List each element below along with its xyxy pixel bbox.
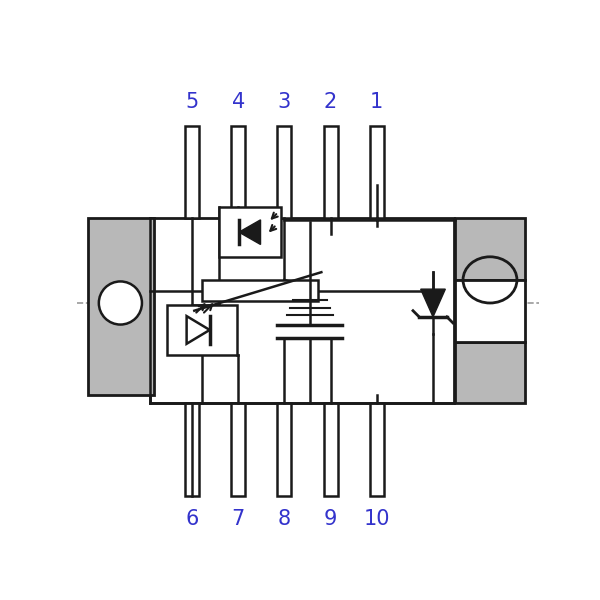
Bar <box>370 126 384 218</box>
Bar <box>202 280 317 301</box>
Polygon shape <box>239 220 260 244</box>
Bar <box>167 305 236 355</box>
Bar <box>455 341 524 403</box>
Circle shape <box>99 281 142 325</box>
Bar <box>370 403 384 496</box>
Bar <box>185 403 199 496</box>
Bar <box>455 280 524 341</box>
Bar <box>88 218 154 395</box>
Bar <box>219 207 281 257</box>
Bar <box>323 126 338 218</box>
Text: 4: 4 <box>232 92 245 112</box>
Text: 6: 6 <box>185 509 199 529</box>
Bar <box>455 218 524 280</box>
Text: 10: 10 <box>364 509 390 529</box>
Text: 1: 1 <box>370 92 383 112</box>
Text: 8: 8 <box>278 509 291 529</box>
Bar <box>323 403 338 496</box>
Text: 9: 9 <box>324 509 337 529</box>
Text: 2: 2 <box>324 92 337 112</box>
Bar <box>149 218 454 403</box>
Text: 3: 3 <box>278 92 291 112</box>
Text: 5: 5 <box>185 92 199 112</box>
Bar <box>231 403 245 496</box>
Bar <box>277 126 292 218</box>
Bar <box>185 126 199 218</box>
Text: 7: 7 <box>232 509 245 529</box>
Polygon shape <box>421 289 445 317</box>
Polygon shape <box>187 316 210 344</box>
Bar <box>231 126 245 218</box>
Bar <box>277 403 292 496</box>
